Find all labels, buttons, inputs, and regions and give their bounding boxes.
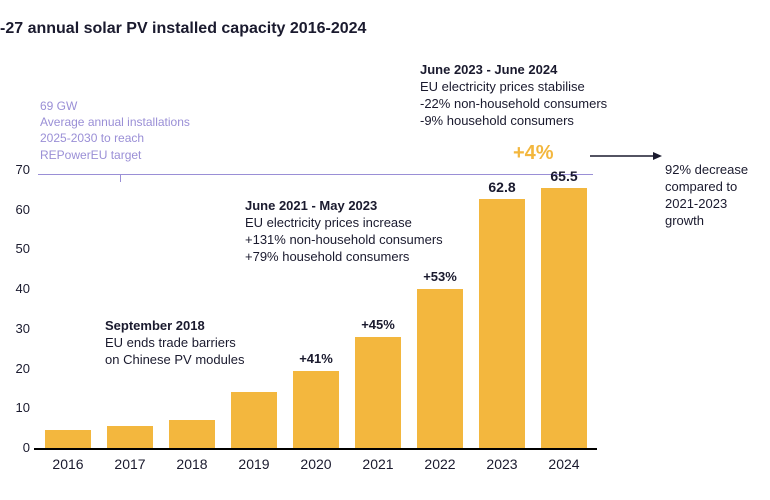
bar	[169, 420, 215, 448]
chart-container: { "title": { "text": "-27 annual solar P…	[0, 0, 770, 500]
annotation-heading: September 2018	[105, 318, 244, 335]
y-tick-label: 20	[0, 361, 30, 376]
x-axis-label: 2020	[287, 456, 345, 472]
annotation-line: EU electricity prices stabilise	[420, 79, 607, 96]
y-tick-label: 60	[0, 202, 30, 217]
bar	[293, 371, 339, 448]
y-tick-label: 70	[0, 162, 30, 177]
bar	[541, 188, 587, 448]
x-axis-label: 2019	[225, 456, 283, 472]
right-note-line: 2021-2023	[665, 196, 748, 213]
annotation-line: +131% non-household consumers	[245, 232, 443, 249]
x-axis-label: 2018	[163, 456, 221, 472]
y-tick-label: 10	[0, 400, 30, 415]
bar-value-label: 65.5	[535, 168, 593, 184]
target-note-line: 69 GW	[40, 98, 190, 114]
x-axis-label: 2021	[349, 456, 407, 472]
reference-line	[38, 174, 593, 175]
y-tick-label: 50	[0, 241, 30, 256]
bar	[231, 392, 277, 448]
y-tick-label: 40	[0, 281, 30, 296]
annotation-heading: June 2021 - May 2023	[245, 198, 443, 215]
annotation-line: on Chinese PV modules	[105, 352, 244, 369]
annotation-2021-2023: June 2021 - May 2023 EU electricity pric…	[245, 198, 443, 266]
growth-label: +41%	[285, 351, 347, 366]
chart-title: -27 annual solar PV installed capacity 2…	[0, 20, 366, 38]
x-axis-label: 2017	[101, 456, 159, 472]
right-note-line: growth	[665, 213, 748, 230]
bar	[107, 426, 153, 448]
growth-label: +45%	[347, 317, 409, 332]
target-note-line: Average annual installations	[40, 114, 190, 130]
annotation-2018: September 2018 EU ends trade barriers on…	[105, 318, 244, 369]
y-tick-label: 0	[0, 440, 30, 455]
growth-label: +53%	[409, 269, 471, 284]
annotation-2023-2024: June 2023 - June 2024 EU electricity pri…	[420, 62, 607, 130]
bar	[355, 337, 401, 448]
annotation-heading: June 2023 - June 2024	[420, 62, 607, 79]
target-note-line: REPowerEU target	[40, 147, 190, 163]
right-note-line: compared to	[665, 179, 748, 196]
bar	[479, 199, 525, 448]
annotation-line: EU ends trade barriers	[105, 335, 244, 352]
annotation-line: -9% household consumers	[420, 113, 607, 130]
right-note-line: 92% decrease	[665, 162, 748, 179]
annotation-line: -22% non-household consumers	[420, 96, 607, 113]
x-axis-label: 2016	[39, 456, 97, 472]
bar	[45, 430, 91, 448]
x-axis-line	[34, 448, 597, 450]
bar	[417, 289, 463, 448]
growth-highlight: +4%	[513, 142, 554, 165]
x-axis-label: 2023	[473, 456, 531, 472]
annotation-line: EU electricity prices increase	[245, 215, 443, 232]
arrow-icon	[588, 146, 668, 166]
target-note: 69 GW Average annual installations 2025-…	[40, 98, 190, 163]
bar-value-label: 62.8	[473, 179, 531, 195]
x-axis-label: 2024	[535, 456, 593, 472]
target-note-line: 2025-2030 to reach	[40, 130, 190, 146]
y-tick-label: 30	[0, 321, 30, 336]
annotation-line: +79% household consumers	[245, 249, 443, 266]
reference-tick	[120, 174, 121, 182]
x-axis-label: 2022	[411, 456, 469, 472]
right-note: 92% decrease compared to 2021-2023 growt…	[665, 162, 748, 230]
